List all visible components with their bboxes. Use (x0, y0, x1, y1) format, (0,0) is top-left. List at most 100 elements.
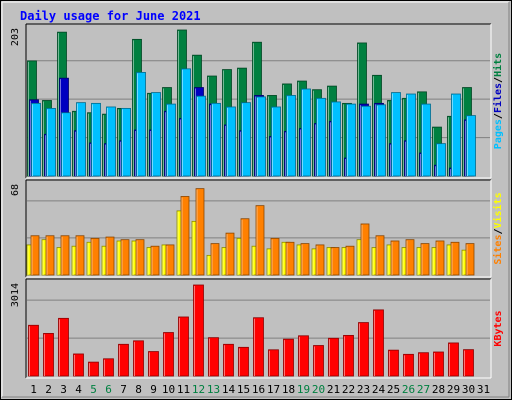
panel-2: 68 Sites/Visits (10, 179, 504, 278)
x-tick-label: 24 (372, 383, 386, 396)
x-tick-label: 3 (60, 383, 67, 396)
bar-pages (316, 97, 326, 177)
bar-kbytes (283, 338, 294, 377)
bar-sites (90, 237, 100, 276)
bar-sites (60, 235, 70, 276)
bar-kbytes (58, 317, 69, 377)
x-tick-label: 9 (150, 383, 157, 396)
bar-kbytes (328, 337, 339, 377)
bar-kbytes (163, 332, 174, 377)
bar-pages (406, 93, 416, 177)
legend-item-pages: Pages (493, 119, 504, 149)
legend-item-visits: Visits (492, 192, 504, 228)
x-tick-label: 1 (30, 383, 37, 396)
bar-sites (420, 243, 430, 276)
bar-sites (435, 240, 445, 276)
x-tick-label: 16 (252, 383, 265, 396)
series-kbytes (28, 284, 474, 377)
bar-pages (181, 68, 191, 177)
bar-sites (360, 223, 370, 276)
x-tick-label: 23 (357, 383, 370, 396)
bar-pages (256, 96, 266, 177)
bar-kbytes (148, 351, 159, 377)
series-pages (31, 68, 476, 177)
x-tick-label: 28 (432, 383, 445, 396)
x-tick-label: 11 (177, 383, 190, 396)
x-tick-label: 17 (267, 383, 280, 396)
bar-sites (165, 244, 175, 276)
x-tick-label: 15 (237, 383, 250, 396)
bar-sites (300, 243, 310, 276)
bar-pages (331, 101, 341, 177)
x-tick-label: 21 (327, 383, 340, 396)
chart-title: Daily usage for June 2021 (20, 9, 201, 23)
bar-pages (91, 102, 101, 177)
bar-kbytes (358, 322, 369, 377)
series-sites (30, 188, 475, 276)
bar-kbytes (118, 343, 129, 377)
x-tick-label: 18 (282, 383, 295, 396)
bar-sites (315, 244, 325, 276)
bar-pages (211, 102, 221, 177)
legend-item-files: Files (492, 83, 504, 113)
bar-pages (421, 103, 431, 177)
bar-kbytes (178, 316, 189, 377)
bar-kbytes (268, 349, 279, 377)
legend-item-hits: Hits (492, 53, 504, 77)
x-tick-label: 19 (297, 383, 310, 396)
x-tick-label: 12 (192, 383, 205, 396)
x-tick-label: 2 (45, 383, 52, 396)
bar-sites (390, 240, 400, 276)
legend-separator: / (493, 113, 504, 119)
legend-separator: / (493, 77, 504, 83)
x-tick-label: 29 (447, 383, 460, 396)
bar-pages (151, 92, 161, 177)
bar-pages (361, 105, 371, 177)
bar-pages (76, 102, 86, 177)
bar-kbytes (373, 309, 384, 377)
bar-pages (391, 92, 401, 177)
y-max-label: 68 (10, 184, 21, 196)
bar-sites (45, 235, 55, 276)
x-tick-label: 8 (135, 383, 142, 396)
bar-pages (436, 143, 446, 177)
bar-kbytes (28, 324, 39, 377)
bar-kbytes (388, 349, 399, 377)
bar-pages (301, 88, 311, 177)
bar-pages (31, 102, 41, 177)
bar-kbytes (103, 358, 114, 377)
bar-kbytes (193, 284, 204, 377)
bar-pages (271, 106, 281, 177)
bar-pages (346, 103, 356, 177)
bar-kbytes (298, 335, 309, 377)
y-max-label: 3014 (10, 283, 21, 307)
bar-kbytes (208, 337, 219, 377)
bar-pages (466, 115, 476, 177)
bar-sites (405, 239, 415, 276)
bar-kbytes (253, 317, 264, 377)
bar-sites (30, 235, 40, 276)
bar-pages (241, 102, 251, 177)
bar-sites (135, 239, 145, 276)
x-tick-label: 31 (477, 383, 490, 396)
bar-sites (255, 205, 265, 276)
x-tick-label: 6 (105, 383, 112, 396)
bar-sites (450, 241, 460, 276)
bar-sites (345, 245, 355, 276)
x-tick-label: 13 (207, 383, 220, 396)
bar-pages (166, 103, 176, 177)
bar-kbytes (448, 342, 459, 377)
legend-separator: / (493, 228, 504, 234)
bar-sites (180, 196, 190, 276)
bar-sites (465, 243, 475, 276)
x-tick-label: 27 (417, 383, 430, 396)
bar-sites (375, 235, 385, 276)
x-tick-label: 25 (387, 383, 400, 396)
bar-kbytes (73, 353, 84, 377)
x-tick-label: 7 (120, 383, 127, 396)
bar-sites (195, 188, 205, 276)
bar-kbytes (88, 361, 99, 377)
bar-sites (150, 245, 160, 276)
